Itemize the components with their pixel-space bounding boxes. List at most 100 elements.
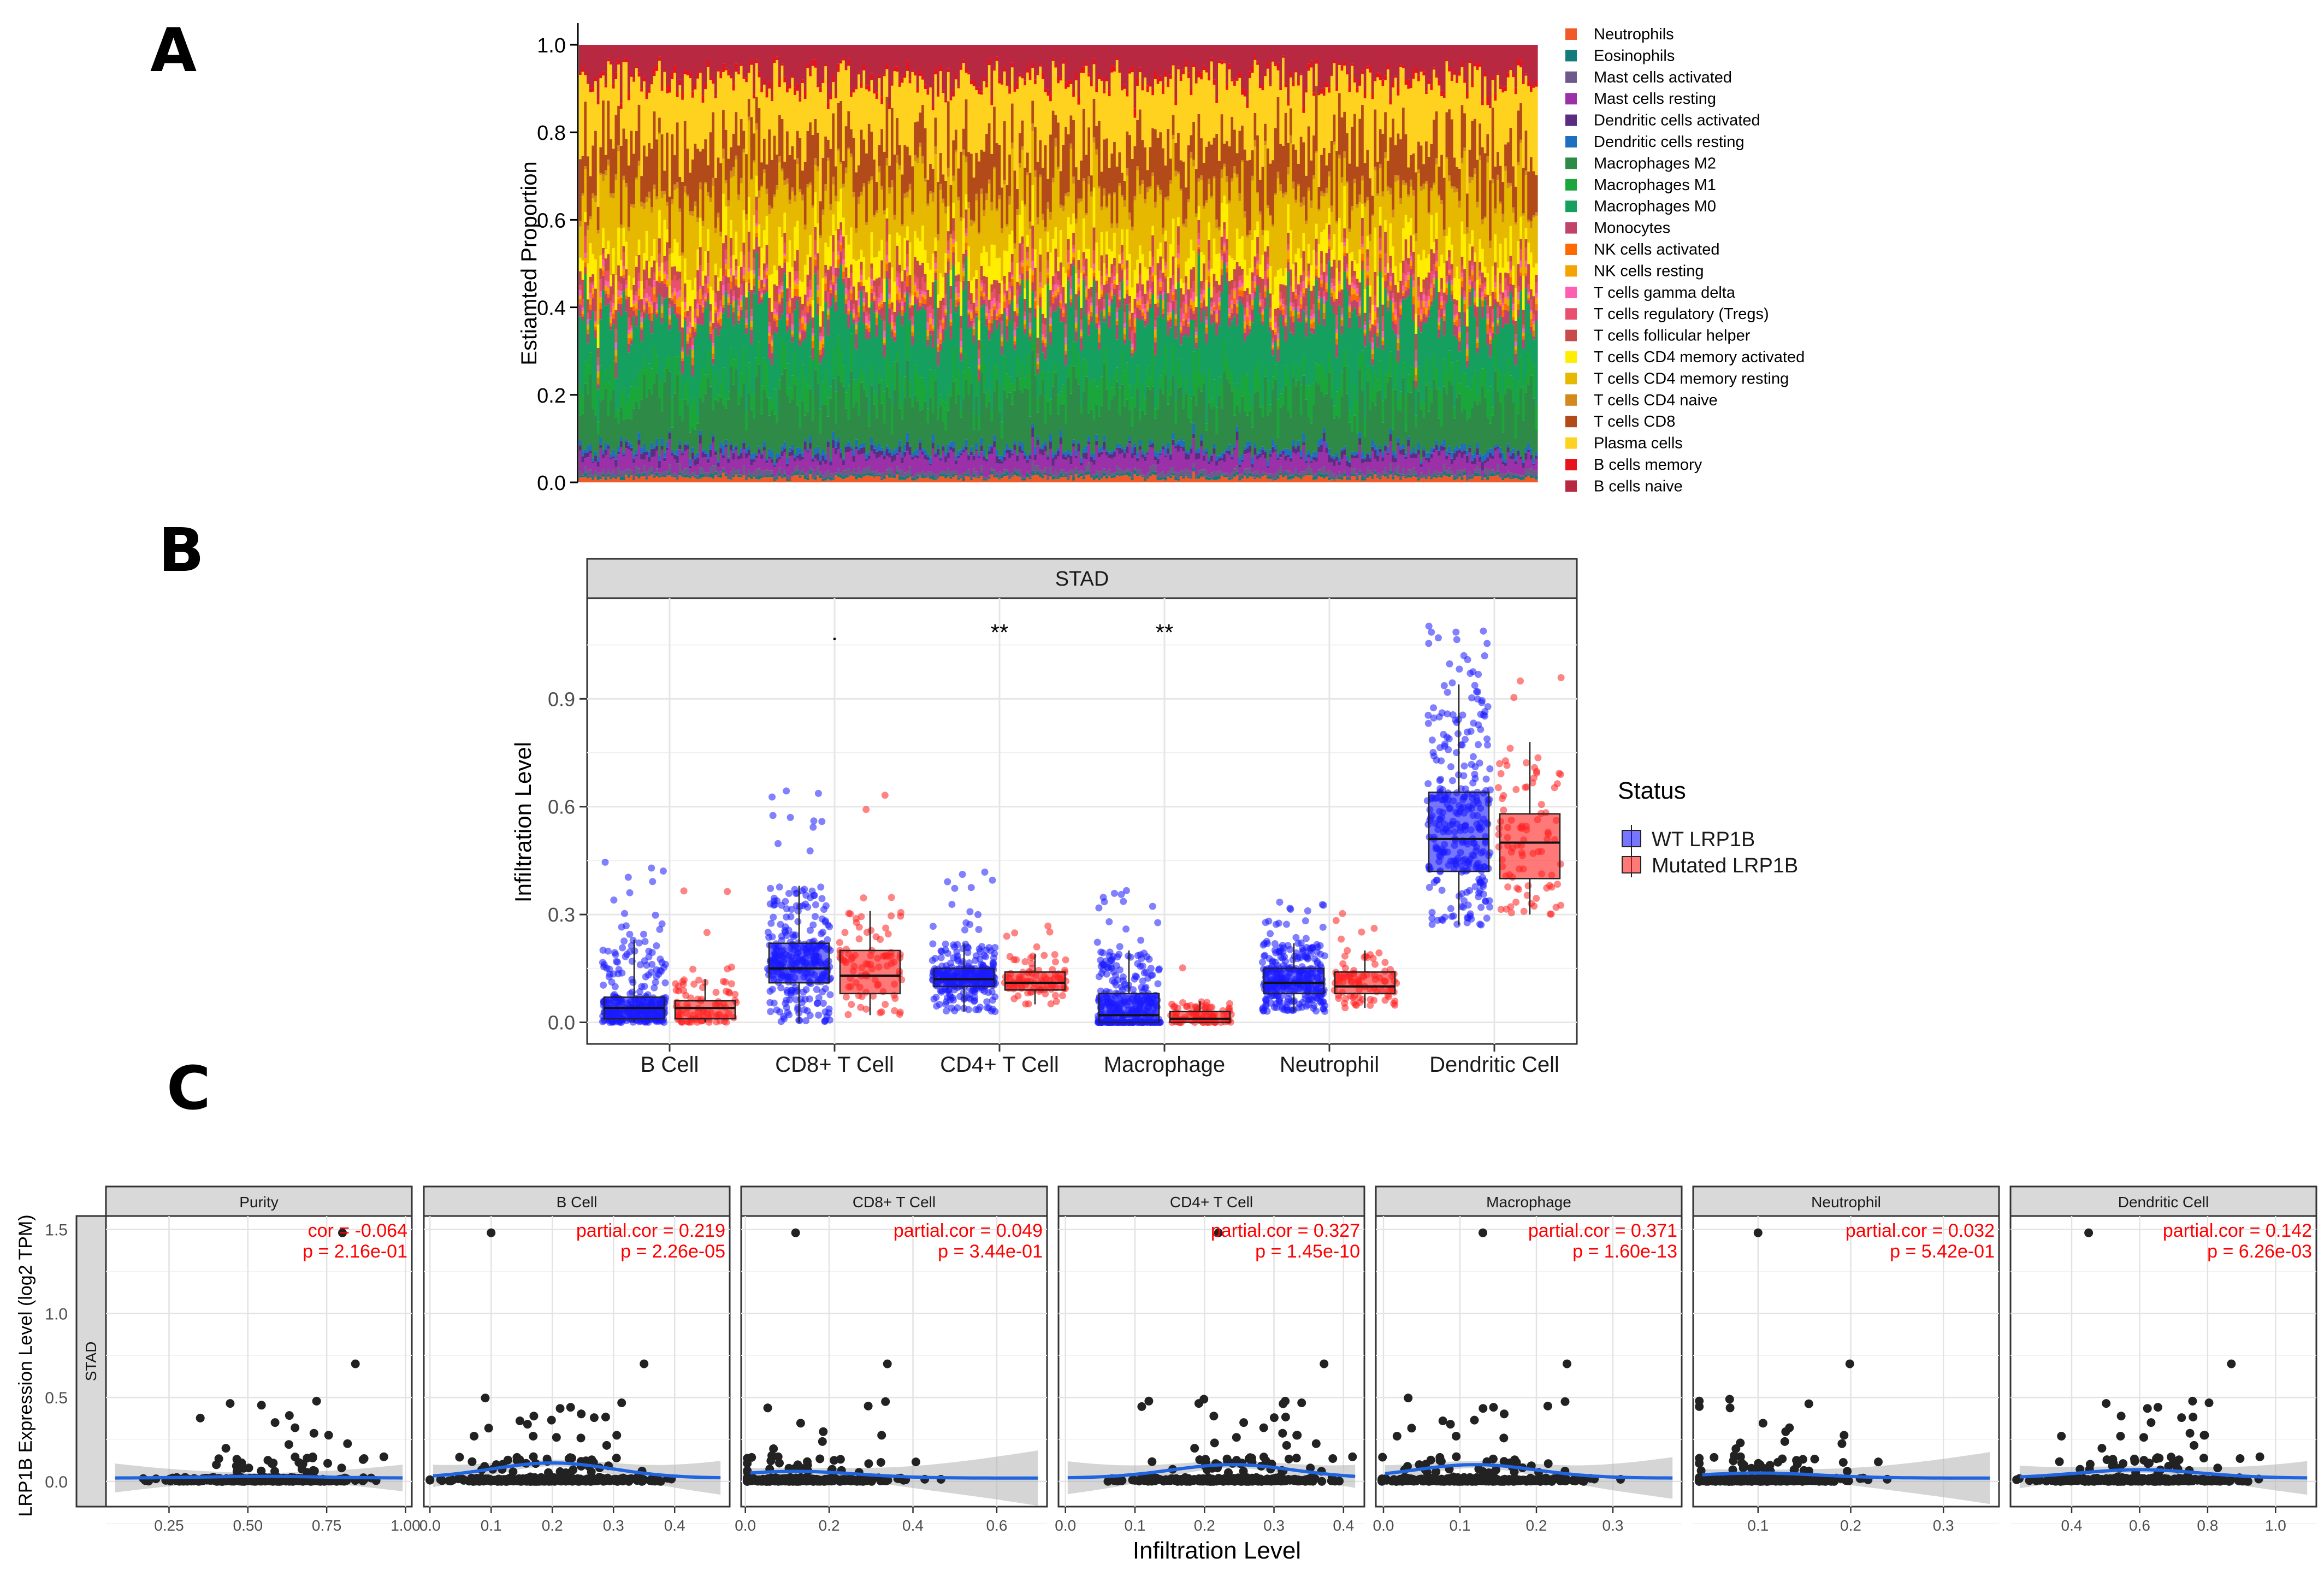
sample-bar [1028, 45, 1032, 482]
bar-segment [947, 394, 950, 411]
bar-segment [844, 475, 848, 478]
bar-segment [1054, 459, 1057, 470]
bar-segment [786, 317, 789, 321]
bar-segment [1123, 452, 1127, 458]
bar-segment [794, 309, 797, 352]
bar-segment [985, 200, 989, 252]
bar-segment [1113, 45, 1116, 67]
bar-segment [632, 278, 636, 285]
bar-segment [1046, 275, 1050, 278]
bar-segment [737, 71, 741, 75]
bar-segment [995, 208, 999, 211]
bar-segment [747, 477, 751, 482]
bar-segment [619, 395, 623, 408]
bar-segment [696, 291, 700, 304]
bar-segment [949, 238, 953, 270]
bar-segment [1044, 88, 1048, 92]
bar-segment [1010, 62, 1014, 68]
bar-segment [896, 163, 899, 233]
bar-segment [1057, 122, 1060, 167]
bar-segment [658, 117, 661, 133]
bar-segment [862, 186, 866, 257]
bar-segment [801, 194, 805, 201]
bar-segment [924, 304, 927, 310]
bar-segment [1090, 86, 1093, 176]
bar-segment [589, 293, 592, 298]
sample-bar [592, 45, 595, 482]
bar-segment [875, 182, 879, 211]
bar-segment [640, 399, 643, 448]
bar-segment [1080, 457, 1083, 463]
bar-segment [995, 314, 999, 316]
bar-segment [826, 109, 830, 140]
bar-segment [829, 287, 832, 290]
bar-segment [683, 283, 687, 298]
bar-segment [1031, 291, 1034, 332]
bar-segment [806, 324, 809, 386]
bar-segment [1100, 470, 1103, 476]
sample-bar [799, 45, 802, 482]
bar-segment [584, 75, 587, 102]
bar-segment [1062, 384, 1065, 404]
bar-segment [931, 325, 935, 329]
bar-segment [883, 391, 886, 423]
sample-bar [926, 45, 930, 482]
bar-segment [747, 120, 751, 197]
bar-segment [990, 445, 994, 447]
sample-bar [1105, 45, 1109, 482]
bar-segment [960, 453, 963, 456]
bar-segment [627, 334, 631, 338]
bar-segment [778, 115, 782, 157]
bar-segment [596, 233, 600, 325]
bar-segment [614, 310, 618, 329]
bar-segment [592, 409, 595, 459]
bar-segment [1021, 236, 1024, 245]
bar-segment [949, 441, 953, 447]
bar-segment [719, 45, 723, 72]
bar-segment [1067, 45, 1071, 81]
bar-segment [870, 438, 873, 445]
bar-segment [957, 456, 960, 459]
bar-segment [949, 450, 953, 471]
bar-segment [760, 458, 764, 470]
bar-segment [1046, 457, 1050, 460]
bar-segment [668, 308, 672, 316]
bar-segment [842, 236, 845, 249]
bar-segment [1006, 326, 1009, 341]
bar-segment [809, 257, 812, 280]
bar-segment [1118, 45, 1121, 71]
bar-segment [998, 463, 1001, 472]
bar-segment [1092, 480, 1096, 482]
bar-segment [1006, 471, 1009, 476]
bar-segment [850, 446, 853, 448]
bar-segment [924, 295, 927, 299]
bar-segment [617, 476, 620, 482]
bar-segment [786, 184, 789, 263]
bar-segment [916, 456, 920, 459]
bar-segment [699, 478, 702, 482]
bar-segment [980, 286, 984, 291]
bar-segment [883, 345, 886, 357]
bar-segment [852, 303, 856, 309]
bar-segment [947, 206, 950, 232]
bar-segment [1069, 365, 1073, 394]
bar-segment [911, 480, 914, 482]
bar-segment [926, 179, 930, 204]
bar-segment [1085, 296, 1088, 300]
bar-segment [765, 194, 768, 216]
bar-segment [942, 174, 945, 199]
bar-segment [1044, 337, 1048, 339]
bar-segment [701, 45, 705, 96]
sample-bar [957, 45, 960, 482]
bar-segment [819, 235, 823, 238]
bar-segment [1108, 299, 1111, 306]
bar-segment [755, 251, 759, 358]
bar-segment [1003, 356, 1007, 390]
bar-segment [1103, 322, 1106, 346]
bar-segment [914, 291, 917, 297]
bar-segment [1115, 308, 1119, 312]
bar-segment [671, 253, 674, 267]
bar-segment [803, 316, 807, 323]
bar-segment [893, 389, 896, 450]
bar-segment [709, 321, 712, 323]
